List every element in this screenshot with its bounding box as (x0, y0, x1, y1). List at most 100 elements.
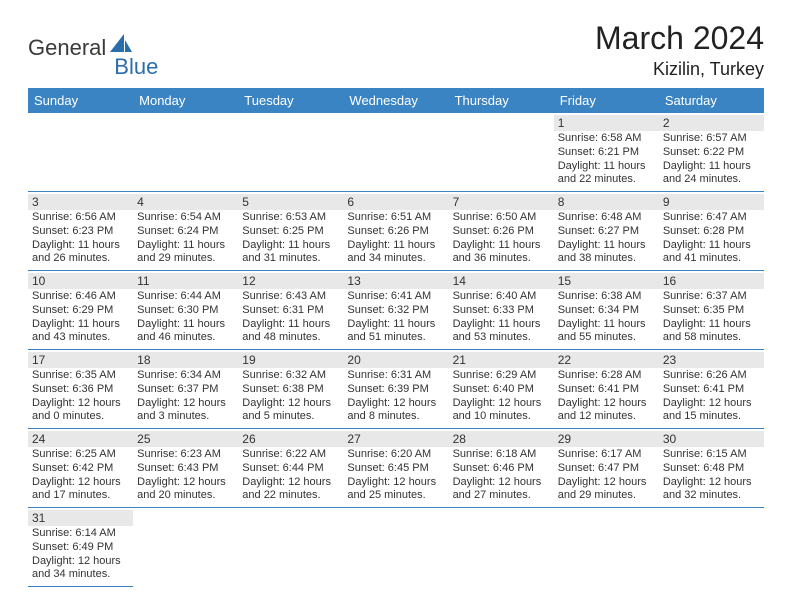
day-detail: Sunset: 6:46 PM (453, 462, 550, 476)
day-detail: and 53 minutes. (453, 331, 550, 345)
day-cell: 22Sunrise: 6:28 AMSunset: 6:41 PMDayligh… (554, 350, 659, 429)
logo-text-general: General (28, 35, 106, 61)
day-detail: Daylight: 12 hours (32, 555, 129, 569)
day-detail: Sunrise: 6:17 AM (558, 448, 655, 462)
day-number: 4 (133, 194, 238, 210)
day-detail: Sunrise: 6:22 AM (242, 448, 339, 462)
day-detail: and 29 minutes. (137, 252, 234, 266)
day-detail: Daylight: 11 hours (32, 318, 129, 332)
day-number: 3 (28, 194, 133, 210)
calendar-table: SundayMondayTuesdayWednesdayThursdayFrid… (28, 88, 764, 587)
day-number: 14 (449, 273, 554, 289)
day-number: 15 (554, 273, 659, 289)
day-detail: Sunrise: 6:44 AM (137, 290, 234, 304)
day-cell (343, 508, 448, 587)
week-row: 24Sunrise: 6:25 AMSunset: 6:42 PM Dayligh… (28, 429, 764, 508)
day-number: 21 (449, 352, 554, 368)
day-cell: 24Sunrise: 6:25 AMSunset: 6:42 PMDayligh… (28, 429, 133, 508)
day-cell (133, 508, 238, 587)
day-detail: Sunrise: 6:38 AM (558, 290, 655, 304)
day-detail: Sunset: 6:26 PM (453, 225, 550, 239)
day-detail: Sunrise: 6:14 AM (32, 527, 129, 541)
day-detail: Sunrise: 6:48 AM (558, 211, 655, 225)
day-cell (28, 113, 133, 192)
day-detail: Daylight: 12 hours (663, 397, 760, 411)
day-detail: Daylight: 11 hours (32, 239, 129, 253)
day-detail: Sunset: 6:36 PM (32, 383, 129, 397)
day-cell: 17Sunrise: 6:35 AMSunset: 6:36 PMDayligh… (28, 350, 133, 429)
day-cell: 7Sunrise: 6:50 AMSunset: 6:26 PMDaylight… (449, 192, 554, 271)
day-cell: 25Sunrise: 6:23 AMSunset: 6:43 PMDayligh… (133, 429, 238, 508)
day-header: Saturday (659, 88, 764, 113)
day-number: 18 (133, 352, 238, 368)
day-detail: Daylight: 12 hours (558, 476, 655, 490)
day-detail: Sunrise: 6:26 AM (663, 369, 760, 383)
day-number: 19 (238, 352, 343, 368)
day-detail: and 36 minutes. (453, 252, 550, 266)
day-cell: 3Sunrise: 6:56 AMSunset: 6:23 PMDaylight… (28, 192, 133, 271)
day-detail: Daylight: 12 hours (347, 476, 444, 490)
day-detail: and 10 minutes. (453, 410, 550, 424)
day-detail: Sunset: 6:49 PM (32, 541, 129, 555)
day-number: 28 (449, 431, 554, 447)
day-detail: Sunrise: 6:50 AM (453, 211, 550, 225)
day-number: 20 (343, 352, 448, 368)
day-cell: 20Sunrise: 6:31 AMSunset: 6:39 PMDayligh… (343, 350, 448, 429)
day-detail: Sunrise: 6:47 AM (663, 211, 760, 225)
day-number: 8 (554, 194, 659, 210)
day-detail: Sunset: 6:37 PM (137, 383, 234, 397)
day-detail: Sunset: 6:24 PM (137, 225, 234, 239)
day-number: 29 (554, 431, 659, 447)
day-detail: Sunrise: 6:51 AM (347, 211, 444, 225)
logo-text-blue: Blue (114, 54, 158, 80)
day-detail: and 20 minutes. (137, 489, 234, 503)
day-detail: and 58 minutes. (663, 331, 760, 345)
day-detail: and 29 minutes. (558, 489, 655, 503)
page-header: General Blue March 2024 Kizilin, Turkey (0, 0, 792, 88)
day-detail: Sunrise: 6:31 AM (347, 369, 444, 383)
day-detail: Sunset: 6:34 PM (558, 304, 655, 318)
day-detail: Sunrise: 6:23 AM (137, 448, 234, 462)
location-label: Kizilin, Turkey (595, 59, 764, 80)
day-number: 24 (28, 431, 133, 447)
day-detail: Daylight: 11 hours (453, 239, 550, 253)
day-cell: 26Sunrise: 6:22 AMSunset: 6:44 PMDayligh… (238, 429, 343, 508)
day-detail: Daylight: 11 hours (137, 239, 234, 253)
day-detail: and 12 minutes. (558, 410, 655, 424)
day-header: Thursday (449, 88, 554, 113)
day-header: Tuesday (238, 88, 343, 113)
day-cell: 16Sunrise: 6:37 AMSunset: 6:35 PMDayligh… (659, 271, 764, 350)
day-detail: and 46 minutes. (137, 331, 234, 345)
day-detail: Sunrise: 6:25 AM (32, 448, 129, 462)
day-detail: Sunrise: 6:34 AM (137, 369, 234, 383)
day-detail: Daylight: 12 hours (453, 397, 550, 411)
day-number: 7 (449, 194, 554, 210)
day-number: 11 (133, 273, 238, 289)
day-cell (449, 508, 554, 587)
day-header: Sunday (28, 88, 133, 113)
day-detail: Sunset: 6:33 PM (453, 304, 550, 318)
day-cell: 23Sunrise: 6:26 AMSunset: 6:41 PMDayligh… (659, 350, 764, 429)
day-number: 22 (554, 352, 659, 368)
day-detail: Sunset: 6:22 PM (663, 146, 760, 160)
day-number: 10 (28, 273, 133, 289)
logo: General Blue (28, 26, 158, 70)
day-detail: Sunset: 6:41 PM (663, 383, 760, 397)
day-detail: Sunset: 6:23 PM (32, 225, 129, 239)
day-detail: Sunrise: 6:28 AM (558, 369, 655, 383)
day-detail: Sunset: 6:42 PM (32, 462, 129, 476)
day-number: 26 (238, 431, 343, 447)
day-detail: Sunset: 6:48 PM (663, 462, 760, 476)
day-cell: 2Sunrise: 6:57 AMSunset: 6:22 PMDaylight… (659, 113, 764, 192)
day-detail: Sunrise: 6:54 AM (137, 211, 234, 225)
day-cell: 11Sunrise: 6:44 AMSunset: 6:30 PMDayligh… (133, 271, 238, 350)
day-detail: Sunset: 6:32 PM (347, 304, 444, 318)
day-cell: 21Sunrise: 6:29 AMSunset: 6:40 PMDayligh… (449, 350, 554, 429)
day-cell: 29Sunrise: 6:17 AMSunset: 6:47 PMDayligh… (554, 429, 659, 508)
day-detail: Sunset: 6:25 PM (242, 225, 339, 239)
day-number: 16 (659, 273, 764, 289)
day-detail: and 22 minutes. (558, 173, 655, 187)
day-detail: Daylight: 12 hours (347, 397, 444, 411)
day-detail: Daylight: 11 hours (558, 318, 655, 332)
week-row: 10Sunrise: 6:46 AMSunset: 6:29 PMDayligh… (28, 271, 764, 350)
